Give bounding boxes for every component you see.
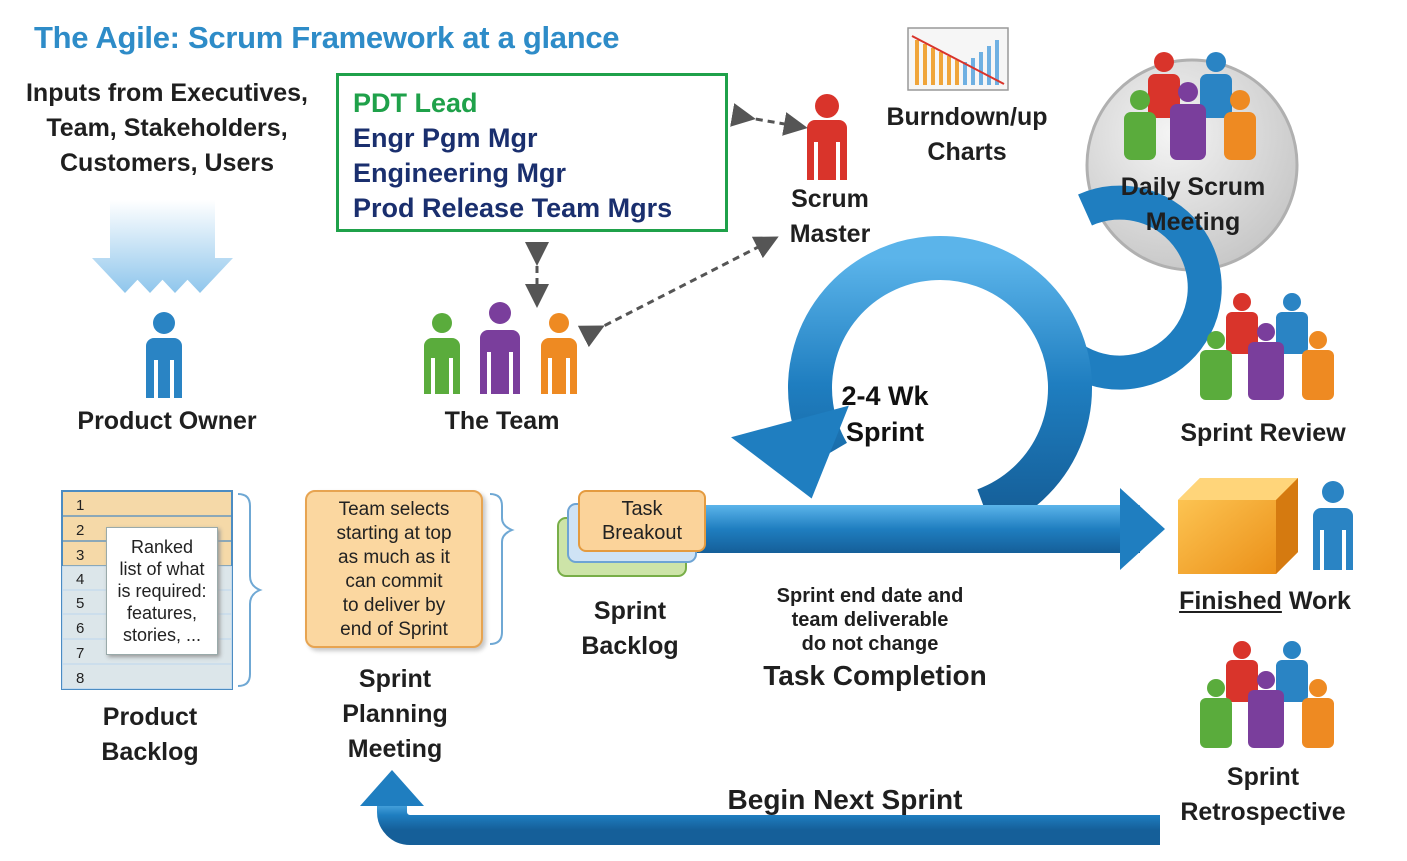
task-completion-arrow-icon — [690, 488, 1165, 570]
sprint-duration-label: 2-4 Wk Sprint — [800, 378, 970, 450]
planning-card-line: end of Sprint — [340, 619, 448, 640]
product-backlog-line: Backlog — [101, 738, 199, 766]
daily-scrum-line: Daily Scrum — [1120, 173, 1266, 201]
backlog-row-number: 2 — [76, 522, 84, 539]
scrum-master-line: Scrum — [791, 185, 869, 213]
backlog-row-number: 6 — [76, 620, 84, 637]
finished-work-person-icon — [1313, 481, 1353, 570]
retrospective-line: Retrospective — [1180, 798, 1346, 826]
backlog-row-number: 1 — [76, 497, 84, 514]
backlog-note-line: stories, ... — [122, 625, 202, 645]
finished-word: Finished — [1179, 587, 1282, 615]
backlog-note-line: is required: — [117, 581, 207, 601]
daily-scrum-line: Meeting — [1145, 208, 1241, 236]
backlog-note-line: Ranked — [130, 537, 194, 557]
inputs-line: Team, Stakeholders, — [46, 114, 288, 142]
planning-bracket — [489, 493, 515, 645]
planning-card-line: Team selects — [338, 499, 450, 520]
daily-scrum-people-icon — [1124, 52, 1256, 160]
burndown-line: Charts — [927, 138, 1007, 166]
daily-scrum-label: Daily Scrum Meeting — [1108, 170, 1278, 240]
sprint-cycle-arrow-icon — [731, 236, 1092, 531]
planning-card-line: starting at top — [336, 523, 452, 544]
sprint-planning-line: Sprint — [358, 665, 432, 693]
sprint-line: Sprint — [846, 417, 924, 447]
planning-card-line: as much as it — [338, 547, 450, 568]
sprint-backlog-line: Backlog — [581, 632, 679, 660]
scrum-master-person-icon — [807, 94, 847, 180]
pdt-lead-label: PDT Lead — [353, 88, 478, 118]
burndown-line: Burndown/up — [886, 103, 1048, 131]
begin-next-sprint-label: Begin Next Sprint — [727, 784, 963, 815]
backlog-row-number: 3 — [76, 547, 84, 564]
product-owner-label: Product Owner — [77, 407, 257, 435]
task-breakout-line: Breakout — [601, 522, 683, 544]
sprint-fixed-note: Sprint end date and team deliverable do … — [740, 584, 1000, 656]
sprint-backlog-line: Sprint — [593, 597, 667, 625]
sprint-backlog-label: Sprint Backlog — [560, 594, 700, 664]
task-completion-label: Task Completion — [763, 660, 987, 691]
fixed-note-line: team deliverable — [791, 609, 949, 631]
backlog-row-number: 5 — [76, 595, 84, 612]
task-breakout-card: Task Breakout — [578, 490, 706, 552]
begin-next-sprint-arrow-icon — [360, 770, 1160, 845]
backlog-note: Ranked list of what is required: feature… — [106, 527, 218, 655]
product-backlog-label: Product Backlog — [70, 700, 230, 770]
sprint-planning-label: Sprint Planning Meeting — [310, 662, 480, 767]
scrum-master-label: Scrum Master — [760, 182, 900, 252]
bar-chart-icon — [907, 27, 1009, 91]
leadership-line: Engr Pgm Mgr — [353, 123, 538, 153]
inputs-label: Inputs from Executives, Team, Stakeholde… — [8, 76, 326, 181]
sprint-planning-line: Meeting — [347, 735, 443, 763]
backlog-note-line: list of what — [119, 559, 205, 579]
box-icon — [1178, 478, 1298, 574]
backlog-row-number: 8 — [76, 670, 84, 687]
finished-work-label: Finished Work — [1150, 584, 1380, 619]
team-label: The Team — [444, 407, 560, 435]
scrum-master-line: Master — [789, 220, 871, 248]
backlog-row-numbers: 1 2 3 4 5 6 7 8 — [76, 497, 84, 687]
burndown-label: Burndown/up Charts — [872, 100, 1062, 170]
retrospective-label: Sprint Retrospective — [1158, 760, 1368, 830]
task-breakout-line: Task — [621, 498, 663, 520]
retrospective-line: Sprint — [1226, 763, 1300, 791]
planning-card-line: can commit — [345, 571, 443, 592]
page-title: The Agile: Scrum Framework at a glance — [34, 20, 620, 55]
leadership-box: PDT Lead Engr Pgm Mgr Engineering Mgr Pr… — [336, 73, 728, 232]
sprint-line: 2-4 Wk — [841, 381, 929, 411]
planning-card-line: to deliver by — [342, 595, 446, 616]
sprint-planning-line: Planning — [342, 700, 448, 728]
product-backlog-line: Product — [102, 703, 198, 731]
inputs-line: Customers, Users — [60, 149, 274, 177]
backlog-row-number: 7 — [76, 645, 84, 662]
sprint-review-label: Sprint Review — [1180, 419, 1346, 447]
double-arrow-icon — [525, 103, 808, 348]
fixed-note-line: Sprint end date and — [776, 585, 964, 607]
product-owner-person-icon — [146, 312, 182, 398]
sprint-planning-card: Team selects starting at top as much as … — [305, 490, 483, 648]
sprint-review-people-icon — [1200, 293, 1334, 400]
team-people-icon — [424, 302, 577, 394]
inputs-line: Inputs from Executives, — [25, 79, 309, 107]
backlog-note-line: features, — [126, 603, 198, 623]
leadership-line: Prod Release Team Mgrs — [353, 193, 673, 223]
retrospective-people-icon — [1200, 641, 1334, 748]
work-word: Work — [1281, 587, 1351, 615]
fixed-note-line: do not change — [801, 633, 939, 655]
leadership-line: Engineering Mgr — [353, 158, 567, 188]
down-arrows-icon — [92, 200, 233, 293]
backlog-row-number: 4 — [76, 571, 84, 588]
